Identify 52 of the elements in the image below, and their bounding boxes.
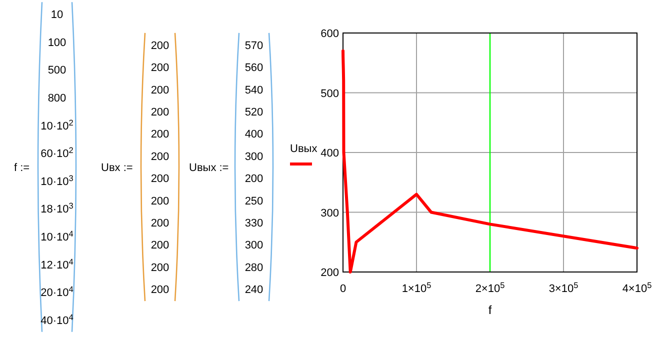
text: 20·10$^{4}$: [40, 284, 74, 300]
text: 200: [150, 150, 170, 163]
y-tick-label: 200: [320, 267, 339, 279]
text: 18·10$^{3}$: [40, 201, 74, 216]
text: 10: [50, 9, 64, 22]
text: 200: [150, 195, 170, 208]
text: 12·10$^{4}$: [40, 256, 74, 272]
text: 200: [150, 62, 170, 74]
line-series: [342, 49, 638, 274]
text: 570: [244, 40, 264, 52]
text: 200: [150, 240, 170, 252]
text: 280: [244, 262, 264, 274]
text: 200: [150, 128, 170, 141]
text: Uвых :=: [189, 162, 229, 174]
y-tick-label: 600: [320, 28, 339, 40]
text: 10·10$^{4}$: [40, 229, 74, 244]
text: 10·10$^{2}$: [40, 118, 74, 132]
text: 540: [244, 84, 264, 96]
text: 200: [150, 284, 170, 296]
text: 560: [244, 62, 264, 74]
text: 200: [244, 173, 264, 186]
y-tick-label: 500: [320, 88, 339, 100]
text: 200: [150, 262, 170, 274]
x-tick-label: 4×10$^{5}$: [622, 280, 652, 295]
text: 100: [48, 36, 66, 49]
text: 200: [150, 173, 170, 186]
text: 200: [150, 218, 170, 230]
text: 500: [48, 64, 66, 77]
text: 200: [150, 106, 170, 118]
text: 520: [244, 106, 264, 118]
x-tick-label: 0: [340, 283, 346, 295]
y-tick-label: 400: [320, 148, 339, 160]
text: 200: [150, 84, 170, 96]
text: 60·10$^{2}$: [40, 146, 74, 160]
text: 300: [244, 150, 264, 163]
text: 330: [244, 218, 264, 230]
text: 200: [150, 40, 170, 52]
y-tick-label: 300: [320, 207, 339, 220]
text: 800: [48, 92, 66, 104]
text: 40·10$^{4}$: [40, 312, 74, 327]
text: 250: [244, 195, 264, 208]
text: 240: [244, 284, 264, 296]
x-tick-label: 1×10$^{5}$: [402, 280, 432, 295]
text: 400: [244, 128, 264, 141]
text: Uвых: [290, 143, 318, 155]
x-axis-title: f: [488, 303, 492, 317]
text: f :=: [14, 162, 30, 174]
text: 10·10$^{3}$: [40, 173, 74, 188]
x-tick-label: 3×10$^{5}$: [548, 280, 579, 295]
x-tick-label: 2×10$^{5}$: [475, 280, 506, 295]
text: Uвх :=: [101, 162, 133, 174]
text: 300: [244, 240, 264, 252]
